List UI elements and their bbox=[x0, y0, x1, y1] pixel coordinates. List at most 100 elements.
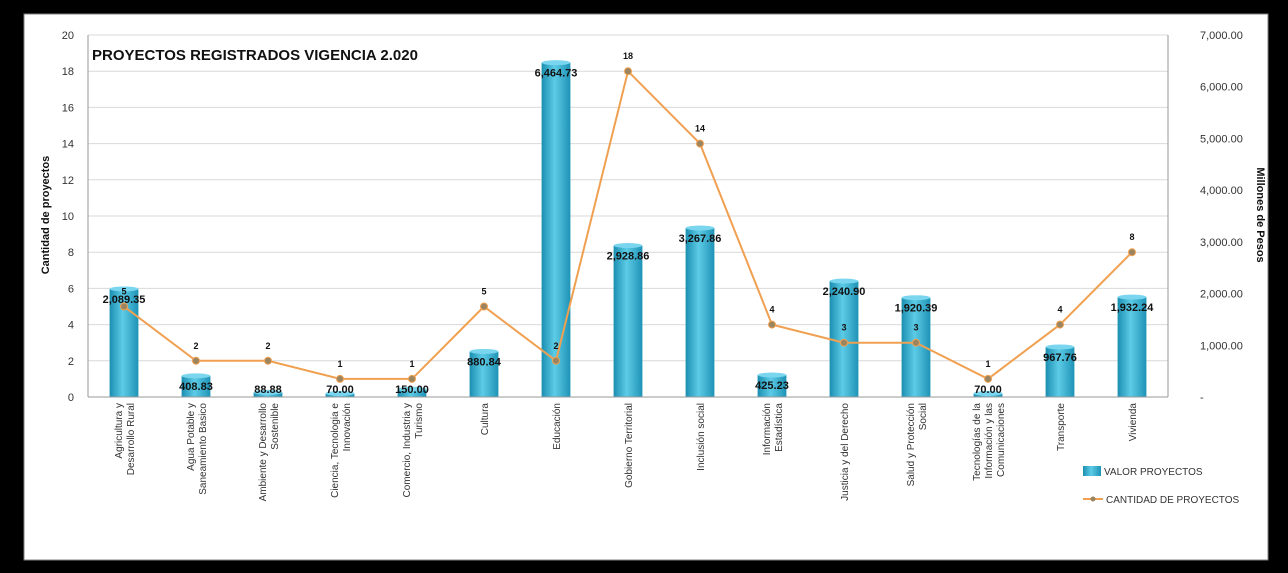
line-value-label: 5 bbox=[481, 287, 486, 297]
line-value-label: 3 bbox=[913, 323, 918, 333]
line-point bbox=[624, 67, 632, 76]
axes: 02468101214161820-1,000.002,000.003,000.… bbox=[62, 30, 1243, 501]
legend-line-marker bbox=[1090, 496, 1096, 502]
line-point bbox=[840, 338, 848, 347]
x-category-label-line: Justicia y del Derecho bbox=[840, 403, 851, 501]
x-category-label: Tecnologías de laInformación y lasComuni… bbox=[972, 403, 1007, 481]
line-point bbox=[696, 139, 704, 148]
x-category-label-line: Agricultura y bbox=[114, 403, 125, 459]
bar-top bbox=[109, 286, 139, 292]
bar bbox=[397, 389, 427, 397]
bar-value-label: 1,932.24 bbox=[1111, 302, 1155, 314]
bar-value-label: 150.00 bbox=[395, 384, 429, 396]
bar-value-label: 2,089.35 bbox=[103, 294, 146, 306]
bar-value-label: 1,920.39 bbox=[895, 303, 938, 315]
bar-value-label: 425.23 bbox=[755, 380, 789, 392]
y-right-tick-label: 3,000.00 bbox=[1200, 237, 1243, 249]
x-category-label-line: Turismo bbox=[414, 403, 425, 439]
x-category-label-line: Social bbox=[918, 403, 929, 430]
y-axis-right-label: Millones de Pesos bbox=[1254, 167, 1266, 262]
x-category-label-line: Estadística bbox=[774, 403, 785, 452]
x-category-label-line: Información bbox=[762, 403, 773, 455]
y-left-tick-label: 16 bbox=[62, 102, 74, 114]
bar-value-label: 88.88 bbox=[254, 384, 282, 396]
bar bbox=[469, 351, 499, 397]
line-point bbox=[1128, 248, 1136, 257]
y-left-tick-label: 12 bbox=[62, 175, 74, 187]
y-right-tick-label: 2,000.00 bbox=[1200, 289, 1243, 301]
bar-value-label: 3,267.86 bbox=[679, 233, 722, 245]
bar-top bbox=[973, 390, 1003, 396]
x-category-label: Agricultura yDesarrollo Rural bbox=[114, 403, 137, 475]
bar bbox=[541, 62, 571, 398]
line-point bbox=[120, 302, 128, 311]
line-series bbox=[120, 67, 1136, 383]
bar-top bbox=[181, 373, 211, 379]
bar-top bbox=[469, 348, 499, 354]
line-point bbox=[1056, 320, 1064, 329]
bar-top bbox=[901, 295, 931, 301]
line-value-label: 14 bbox=[695, 124, 705, 134]
bar bbox=[181, 375, 211, 397]
line-point bbox=[480, 302, 488, 311]
x-category-label-line: Comercio, Industria y bbox=[402, 403, 413, 497]
line-value-label: 1 bbox=[409, 359, 414, 369]
line-value-label: 2 bbox=[553, 341, 558, 351]
x-category-label-line: Saneamiento Basico bbox=[198, 403, 209, 495]
line-point bbox=[912, 338, 920, 347]
bar bbox=[1045, 346, 1075, 397]
x-category-label-line: Ciencia, Tecnologia e bbox=[330, 403, 341, 498]
y-right-tick-label: 5,000.00 bbox=[1200, 133, 1243, 145]
x-category-label-line: Agua Potable y bbox=[186, 403, 197, 471]
x-category-label: Justicia y del Derecho bbox=[840, 403, 851, 501]
y-left-tick-label: 20 bbox=[62, 30, 74, 42]
bar-top bbox=[541, 60, 571, 66]
line-point bbox=[336, 374, 344, 383]
x-category-label-line: Tecnologías de la bbox=[972, 403, 983, 481]
bar-top bbox=[757, 372, 787, 378]
bar bbox=[757, 375, 787, 397]
x-category-label-line: Desarrollo Rural bbox=[126, 403, 137, 475]
line-value-label: 8 bbox=[1129, 232, 1134, 242]
y-left-tick-label: 4 bbox=[68, 320, 74, 332]
x-category-label: Transporte bbox=[1056, 403, 1067, 451]
x-category-label-line: Información y las bbox=[984, 403, 995, 479]
bar-top bbox=[397, 386, 427, 392]
bar-value-label: 6,464.73 bbox=[535, 68, 578, 80]
legend: VALOR PROYECTOS CANTIDAD DE PROYECTOS bbox=[1083, 466, 1239, 506]
bar-value-label: 2,928.86 bbox=[607, 251, 650, 263]
legend-bar-swatch bbox=[1083, 466, 1101, 476]
x-category-label: Vivienda bbox=[1128, 403, 1139, 442]
bar-top bbox=[1045, 344, 1075, 350]
x-category-label-line: Salud y Protección bbox=[906, 403, 917, 486]
y-left-tick-label: 10 bbox=[62, 211, 74, 223]
x-category-label-line: Vivienda bbox=[1128, 403, 1139, 442]
line-value-label: 18 bbox=[623, 51, 633, 61]
bar bbox=[1117, 297, 1147, 397]
bar bbox=[685, 228, 715, 397]
y-left-tick-label: 2 bbox=[68, 356, 74, 368]
bar-value-label: 70.00 bbox=[326, 384, 354, 396]
x-category-label: Salud y ProtecciónSocial bbox=[906, 403, 929, 486]
y-left-tick-label: 0 bbox=[68, 392, 74, 404]
y-left-tick-label: 8 bbox=[68, 247, 74, 259]
legend-bar-label: VALOR PROYECTOS bbox=[1104, 467, 1203, 478]
bar-top bbox=[613, 243, 643, 249]
x-category-label: Gobierno Territorial bbox=[624, 403, 635, 488]
x-category-label: Inclusión social bbox=[696, 403, 707, 471]
line-value-label: 4 bbox=[1057, 305, 1062, 315]
line-value-label: 2 bbox=[265, 341, 270, 351]
x-category-label-line: Sostenible bbox=[270, 403, 281, 450]
bar-top bbox=[253, 389, 283, 395]
line-point bbox=[408, 374, 416, 383]
bar-value-label: 408.83 bbox=[179, 381, 213, 393]
bar-top bbox=[685, 225, 715, 231]
x-category-label-line: Ambiente y Desarrollo bbox=[258, 403, 269, 502]
bar-value-label: 880.84 bbox=[467, 356, 502, 368]
x-category-label-line: Transporte bbox=[1056, 403, 1067, 451]
y-right-tick-label: 4,000.00 bbox=[1200, 185, 1243, 197]
x-category-label-line: Educación bbox=[552, 403, 563, 450]
line-value-label: 4 bbox=[769, 305, 774, 315]
bar-top bbox=[829, 278, 859, 284]
